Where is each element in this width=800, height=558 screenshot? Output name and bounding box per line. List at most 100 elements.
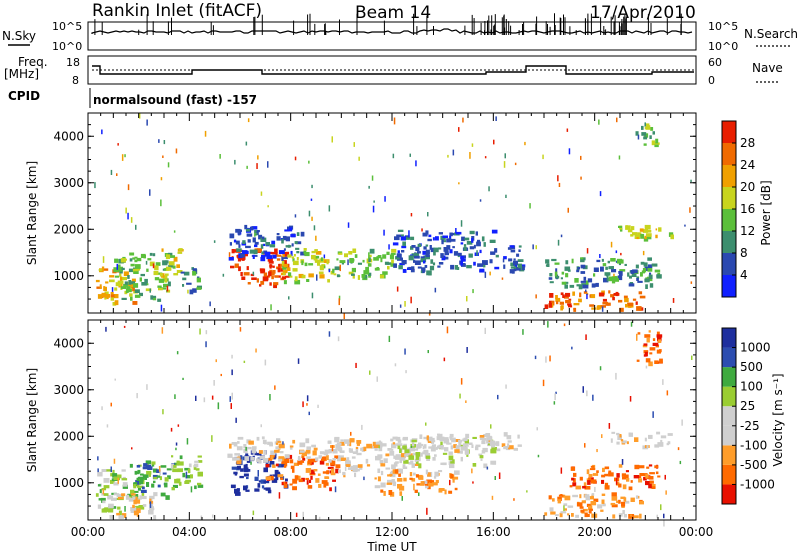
- heatmap-cell: [444, 252, 449, 256]
- heatmap-cell: [134, 499, 141, 504]
- heatmap-cell: [345, 460, 351, 465]
- heatmap-cell: [284, 458, 290, 463]
- heatmap-cell: [267, 441, 273, 445]
- heatmap-cell: [646, 338, 650, 343]
- heatmap-speckle: [618, 155, 621, 160]
- heatmap-cell: [611, 431, 616, 434]
- heatmap-cell: [110, 473, 113, 477]
- heatmap-cell: [630, 514, 633, 517]
- heatmap-cell: [347, 442, 350, 446]
- heatmap-cell: [649, 135, 652, 139]
- heatmap-speckle: [160, 199, 162, 207]
- heatmap-cell: [479, 437, 485, 441]
- heatmap-speckle: [267, 205, 269, 208]
- heatmap-cell: [565, 260, 569, 265]
- heatmap-speckle: [110, 466, 112, 473]
- heatmap-speckle: [230, 403, 232, 409]
- heatmap-cell: [644, 278, 650, 283]
- heatmap-cell: [572, 482, 577, 487]
- heatmap-cell: [243, 464, 247, 469]
- heatmap-cell: [357, 275, 360, 280]
- heatmap-cell: [332, 479, 336, 482]
- heatmap-cell: [281, 256, 284, 261]
- heatmap-cell: [272, 265, 275, 268]
- heatmap-cell: [235, 240, 240, 245]
- heatmap-cell: [446, 245, 451, 250]
- heatmap-cell: [397, 250, 400, 254]
- heatmap-cell: [395, 461, 399, 464]
- heatmap-cell: [577, 267, 580, 270]
- heatmap-speckle: [566, 128, 569, 132]
- heatmap-cell: [158, 278, 164, 283]
- heatmap-cell: [652, 131, 655, 135]
- heatmap-cell: [239, 455, 243, 460]
- heatmap-cell: [254, 229, 259, 234]
- heatmap-speckle: [328, 331, 331, 337]
- heatmap-cell: [435, 480, 439, 484]
- heatmap-speckle: [185, 471, 188, 479]
- heatmap-cell: [130, 296, 133, 301]
- colorbar-swatch: [722, 464, 736, 485]
- heatmap-cell: [95, 493, 99, 497]
- heatmap-cell: [425, 455, 431, 459]
- heatmap-cell: [602, 298, 607, 302]
- heatmap-cell: [283, 248, 286, 251]
- heatmap-cell: [262, 439, 267, 444]
- heatmap-cell: [268, 271, 272, 277]
- heatmap-cell: [129, 463, 133, 468]
- heatmap-cell: [554, 262, 560, 265]
- heatmap-cell: [479, 455, 484, 459]
- heatmap-cell: [123, 271, 129, 276]
- heatmap-cell: [260, 479, 266, 484]
- heatmap-cell: [446, 442, 449, 445]
- heatmap-speckle: [308, 210, 311, 217]
- heatmap-cell: [649, 347, 656, 351]
- heatmap-speckle: [567, 207, 569, 213]
- heatmap-cell: [397, 257, 403, 261]
- heatmap-speckle: [376, 376, 378, 382]
- velocity-heatmap: [95, 321, 693, 527]
- heatmap-cell: [327, 440, 332, 444]
- heatmap-cell: [565, 299, 571, 304]
- heatmap-cell: [230, 265, 235, 269]
- heatmap-cell: [407, 235, 410, 238]
- heatmap-cell: [282, 235, 287, 241]
- heatmap-speckle: [598, 119, 600, 125]
- heatmap-cell: [261, 436, 265, 440]
- heatmap-cell: [431, 445, 435, 449]
- heatmap-cell: [252, 446, 257, 450]
- heatmap-cell: [548, 277, 553, 280]
- colorbar-tick-label: 25: [740, 399, 755, 413]
- heatmap-cell: [638, 465, 645, 469]
- heatmap-cell: [639, 500, 644, 505]
- heatmap-cell: [254, 244, 258, 248]
- heatmap-cell: [238, 244, 241, 248]
- heatmap-cell: [643, 237, 649, 242]
- heatmap-cell: [441, 445, 444, 450]
- heatmap-cell: [133, 484, 137, 489]
- heatmap-cell: [422, 250, 429, 255]
- heatmap-cell: [328, 449, 332, 454]
- heatmap-speckle: [388, 335, 391, 342]
- heatmap-speckle: [146, 384, 148, 390]
- heatmap-cell: [134, 256, 138, 259]
- heatmap-cell: [341, 262, 344, 265]
- heatmap-cell: [423, 246, 427, 250]
- heatmap-speckle: [413, 483, 415, 491]
- heatmap-cell: [283, 280, 287, 285]
- heatmap-cell: [645, 481, 650, 486]
- heatmap-cell: [522, 265, 525, 271]
- heatmap-cell: [451, 437, 456, 443]
- heatmap-cell: [391, 248, 397, 253]
- heatmap-cell: [549, 507, 554, 512]
- heatmap-cell: [128, 268, 134, 273]
- heatmap-cell: [283, 263, 289, 268]
- heatmap-speckle: [466, 347, 468, 353]
- heatmap-cell: [114, 287, 118, 291]
- heatmap-cell: [452, 478, 455, 483]
- heatmap-speckle: [465, 400, 467, 403]
- heatmap-speckle: [373, 200, 375, 203]
- heatmap-cell: [430, 441, 435, 444]
- heatmap-cell: [621, 473, 626, 477]
